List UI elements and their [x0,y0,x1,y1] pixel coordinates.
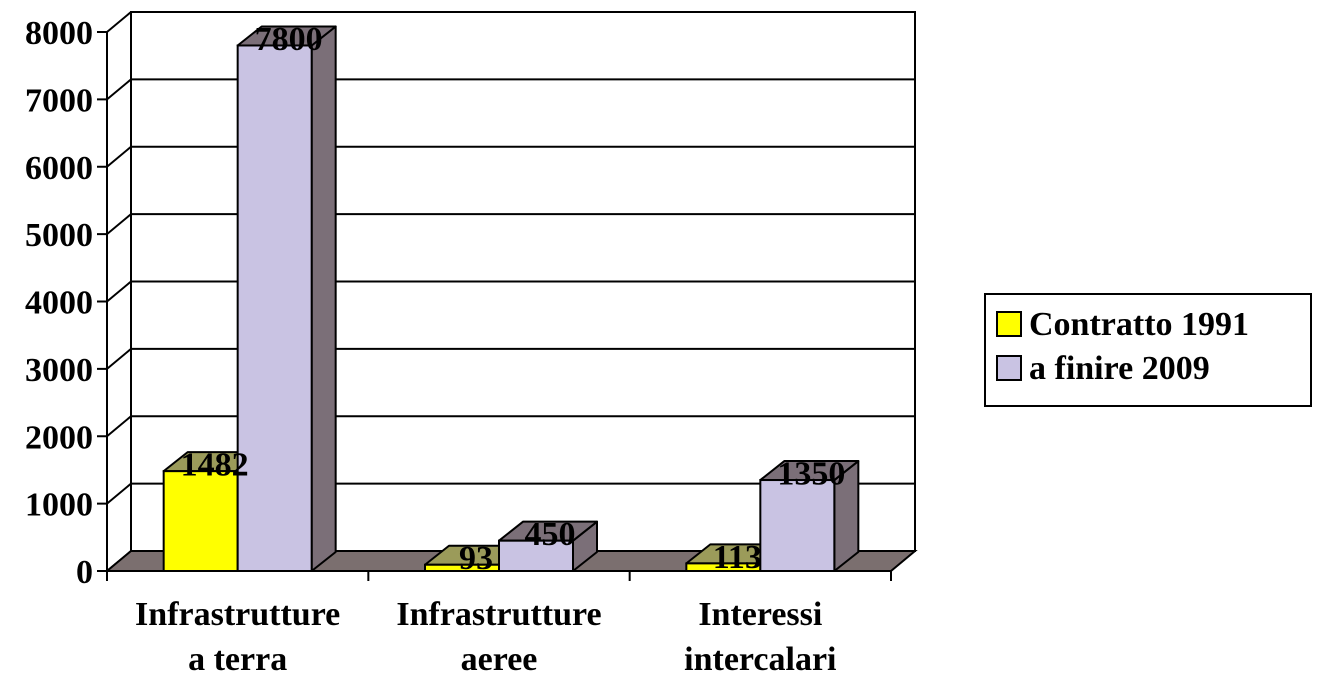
wall-gridline [106,348,132,370]
wall-gridline [106,78,132,101]
bar [236,44,313,573]
wall-gridline [106,415,132,438]
legend-swatch [996,311,1022,337]
data-label: 1350 [777,456,845,493]
wall-gridline [106,213,132,235]
y-tick-label: 1000 [25,487,93,524]
data-label: 7800 [255,21,323,58]
y-tick-label: 3000 [25,352,93,389]
axes-layer: 0 1000 2000 3000 4000 5000 6000 7000 8000 Infrast… [25,15,892,678]
labels-layer: 1482 7800 93 450 113 1350 [181,21,846,577]
y-tick-label: 4000 [25,285,93,322]
legend-swatch [996,355,1022,381]
legend-label: Contratto 1991 [1029,306,1249,343]
y-tick-label: 5000 [25,217,93,254]
x-category-label-line: Infrastrutture [135,596,340,633]
x-category-label-line: Infrastrutture [396,596,601,633]
wall-gridline [106,145,132,168]
wall-gridline [106,280,132,303]
legend-box [984,293,1312,407]
data-label: 450 [525,516,576,553]
bar [498,539,574,573]
y-tick-label: 0 [76,554,93,591]
x-category-label-line: a terra [188,641,287,678]
legend-label: a finire 2009 [1029,350,1210,387]
data-label: 113 [713,539,762,576]
x-category-label: Infrastrutture a terra [135,596,340,678]
bar [759,479,836,573]
y-tick-label: 7000 [25,82,93,119]
y-tick-label: 2000 [25,419,93,456]
wall-gridline [106,482,132,505]
data-label: 1482 [181,447,249,484]
x-category-label: Interessi intercalari [684,596,836,678]
x-category-label-line: aeree [461,641,538,678]
legend: Contratto 1991 a finire 2009 [984,293,1312,407]
x-category-label-line: Interessi [698,596,822,633]
wall-gridline [106,11,132,33]
x-category-label: Infrastrutture aeree [396,596,601,678]
y-tick-label: 6000 [25,150,93,187]
data-label: 93 [459,540,493,577]
bar-side [310,25,337,572]
x-category-label-line: intercalari [684,641,836,678]
bars-layer [162,25,860,573]
y-tick-label: 8000 [25,15,93,52]
bar [162,470,239,572]
